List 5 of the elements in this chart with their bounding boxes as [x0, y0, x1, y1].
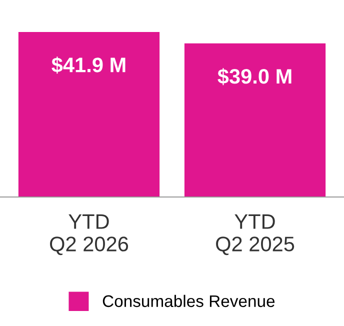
x-tick-label: YTD Q2 2026: [50, 214, 128, 256]
data-label: $39.0 M: [218, 68, 292, 86]
legend-label: Consumables Revenue: [102, 294, 275, 308]
data-label: $41.9 M: [52, 56, 126, 74]
x-tick-label: YTD Q2 2025: [216, 214, 294, 256]
